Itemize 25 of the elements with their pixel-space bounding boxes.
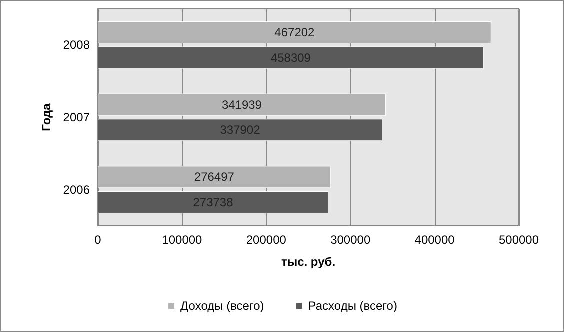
legend-label: Доходы (всего) [180, 299, 264, 313]
bar [98, 166, 331, 188]
bar [98, 22, 492, 44]
data-label: 467202 [274, 26, 316, 40]
bar [98, 191, 328, 214]
data-label: 273738 [193, 195, 234, 210]
data-label: 458309 [270, 50, 312, 65]
data-label: 276497 [194, 170, 235, 184]
y-tick-label: 2006 [63, 182, 90, 197]
y-tick-label: 2007 [63, 110, 90, 124]
x-tick-label: 200000 [246, 233, 287, 247]
legend-label: Расходы (всего) [308, 299, 398, 313]
y-axis-title: Года [39, 103, 54, 132]
data-label: 337902 [220, 123, 261, 138]
bar [98, 119, 383, 142]
data-label: 341939 [222, 98, 262, 112]
bar [98, 46, 484, 69]
x-axis-title: тыс. руб. [281, 255, 336, 269]
x-tick-label: 0 [94, 233, 102, 247]
bar [98, 94, 386, 116]
y-tick-label: 2008 [63, 38, 90, 52]
x-tick-label: 300000 [330, 233, 371, 247]
x-tick-label: 500000 [498, 233, 540, 247]
x-tick-label: 100000 [162, 233, 203, 247]
x-tick-label: 400000 [414, 233, 456, 247]
